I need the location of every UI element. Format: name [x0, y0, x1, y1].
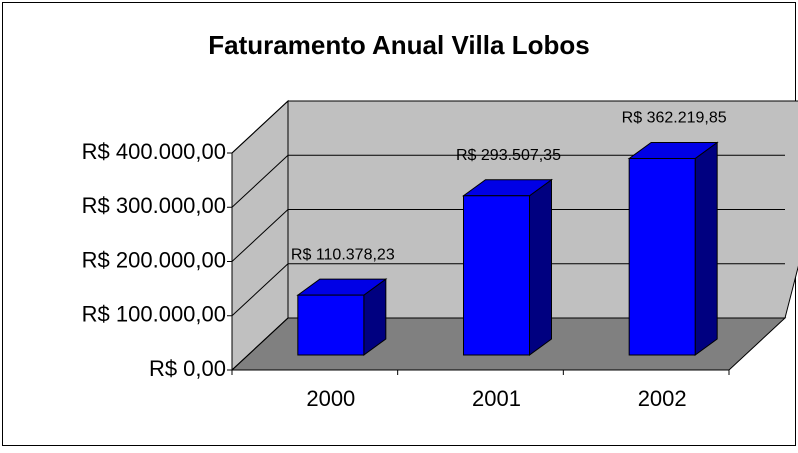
bar-side — [529, 178, 552, 356]
grid-line — [231, 209, 289, 262]
y-tick-label: R$ 200.000,00 — [82, 247, 226, 272]
bar-side — [694, 141, 718, 356]
x-tick-label: 2001 — [472, 386, 521, 411]
value-label: R$ 293.507,35 — [456, 147, 561, 164]
value-label: R$ 110.378,23 — [291, 246, 395, 263]
y-tick-label: R$ 300.000,00 — [82, 193, 226, 218]
bar — [297, 294, 365, 356]
x-tick-label: 2000 — [306, 386, 355, 411]
y-tick-label: R$ 100.000,00 — [82, 302, 226, 327]
bar — [463, 195, 530, 356]
chart-title: Faturamento Anual Villa Lobos — [208, 30, 589, 60]
grid-line — [231, 317, 289, 371]
grid-line — [231, 100, 289, 154]
bar — [628, 157, 696, 356]
x-tick-label: 2002 — [638, 386, 687, 411]
grid-line — [231, 154, 289, 208]
grid-line — [231, 263, 289, 317]
value-label: R$ 362.219,85 — [622, 110, 727, 127]
y-tick-label: R$ 400.000,00 — [82, 139, 226, 164]
y-tick-label: R$ 0,00 — [149, 356, 226, 381]
